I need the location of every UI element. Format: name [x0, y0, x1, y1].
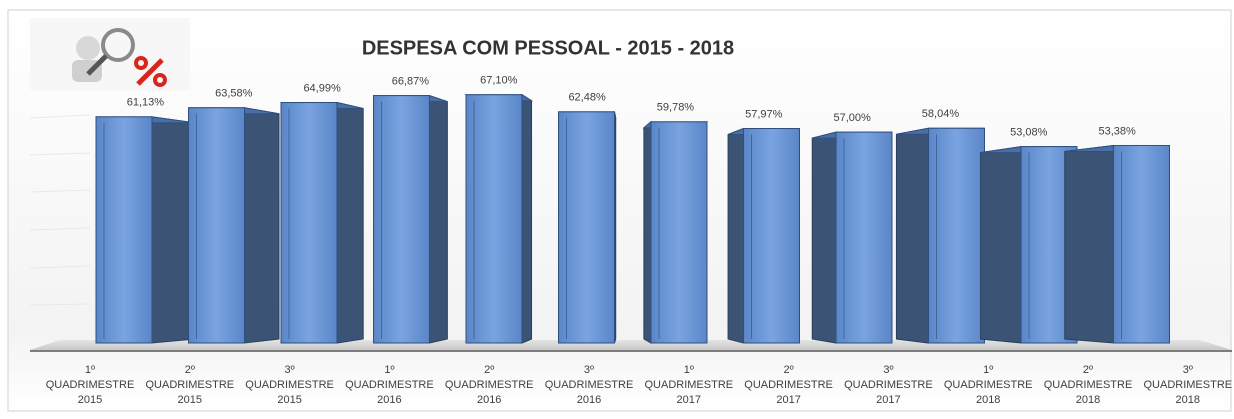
x-tick-label: 2º: [484, 364, 494, 376]
x-tick-label: 3º: [584, 364, 594, 376]
bar: [928, 127, 985, 344]
value-label: 61,13%: [127, 97, 165, 109]
value-label: 63,58%: [215, 88, 253, 100]
x-tick-label: 2015: [178, 394, 202, 406]
bar: [95, 116, 153, 344]
x-tick-label: QUADRIMESTRE: [445, 379, 534, 391]
bar-side: [895, 127, 929, 344]
bar-group: [895, 127, 985, 344]
x-tick-label: 2º: [1083, 364, 1093, 376]
bar-group: [464, 93, 534, 344]
x-tick-label: 2018: [1076, 394, 1100, 406]
bar-side: [521, 93, 533, 344]
icon: [30, 18, 190, 90]
x-tick-label: 1º: [384, 364, 394, 376]
bar-side: [429, 94, 448, 344]
x-tick-label: QUADRIMESTRE: [46, 379, 135, 391]
x-tick-label: 3º: [883, 364, 893, 376]
bar-side: [1064, 144, 1114, 344]
x-tick-label: 2015: [78, 394, 102, 406]
x-tick-label: QUADRIMESTRE: [844, 379, 933, 391]
x-tick-label: 1º: [85, 364, 95, 376]
x-tick-label: QUADRIMESTRE: [1143, 379, 1232, 391]
bar-side: [336, 101, 364, 344]
bar: [188, 107, 245, 344]
x-tick-label: 2017: [677, 394, 701, 406]
bar: [373, 95, 430, 344]
bar: [1113, 144, 1170, 344]
bar-group: [95, 116, 196, 344]
value-label: 67,10%: [480, 75, 518, 87]
bar-side: [811, 131, 837, 344]
x-tick-label: 2016: [377, 394, 401, 406]
bar-group: [980, 146, 1078, 344]
x-tick-label: QUADRIMESTRE: [944, 379, 1033, 391]
x-tick-label: QUADRIMESTRE: [1044, 379, 1133, 391]
x-tick-label: 2017: [776, 394, 800, 406]
grid-decoration: [29, 114, 91, 306]
bar-side: [727, 127, 744, 344]
bar-side: [980, 146, 1022, 344]
x-tick-label: 2015: [277, 394, 301, 406]
x-tick-label: QUADRIMESTRE: [145, 379, 234, 391]
bar-side: [643, 120, 652, 344]
bar-group: [373, 94, 448, 344]
bar-side: [244, 107, 280, 344]
bar-group: [811, 131, 893, 344]
chart-title: DESPESA COM PESSOAL - 2015 - 2018: [362, 37, 734, 59]
x-tick-label: 2017: [876, 394, 900, 406]
x-tick-label: 2º: [784, 364, 794, 376]
value-label: 57,00%: [833, 112, 871, 124]
bar: [743, 128, 800, 344]
bar: [835, 131, 893, 344]
x-tick-label: QUADRIMESTRE: [744, 379, 833, 391]
x-tick-label: 1º: [684, 364, 694, 376]
bar-group: [188, 107, 280, 344]
value-label: 53,08%: [1010, 127, 1048, 139]
x-tick-label: 3º: [285, 364, 295, 376]
value-label: 64,99%: [303, 82, 341, 94]
bar: [280, 102, 338, 344]
bar: [650, 121, 708, 344]
x-tick-label: QUADRIMESTRE: [644, 379, 733, 391]
value-label: 59,78%: [657, 102, 695, 114]
value-label: 57,97%: [745, 108, 783, 120]
x-tick-label: 2016: [477, 394, 501, 406]
x-tick-label: QUADRIMESTRE: [345, 379, 434, 391]
x-tick-label: 3º: [1183, 364, 1193, 376]
x-tick-label: 2018: [976, 394, 1000, 406]
x-tick-label: 1º: [983, 364, 993, 376]
value-label: 66,87%: [392, 75, 430, 87]
bar: [558, 111, 615, 344]
value-label: 62,48%: [568, 92, 606, 104]
bar-group: [280, 101, 364, 344]
x-tick-label: 2º: [185, 364, 195, 376]
bar-group: [642, 120, 709, 344]
value-label: 53,38%: [1098, 125, 1136, 137]
bar-group: [727, 127, 800, 344]
bar: [465, 94, 523, 344]
x-tick-label: QUADRIMESTRE: [545, 379, 634, 391]
value-label: 58,04%: [922, 108, 960, 120]
bar-group: [557, 111, 617, 344]
x-tick-label: 2018: [1176, 394, 1200, 406]
x-tick-label: 2016: [577, 394, 601, 406]
x-tick-label: QUADRIMESTRE: [245, 379, 334, 391]
bar-group: [1064, 144, 1170, 344]
